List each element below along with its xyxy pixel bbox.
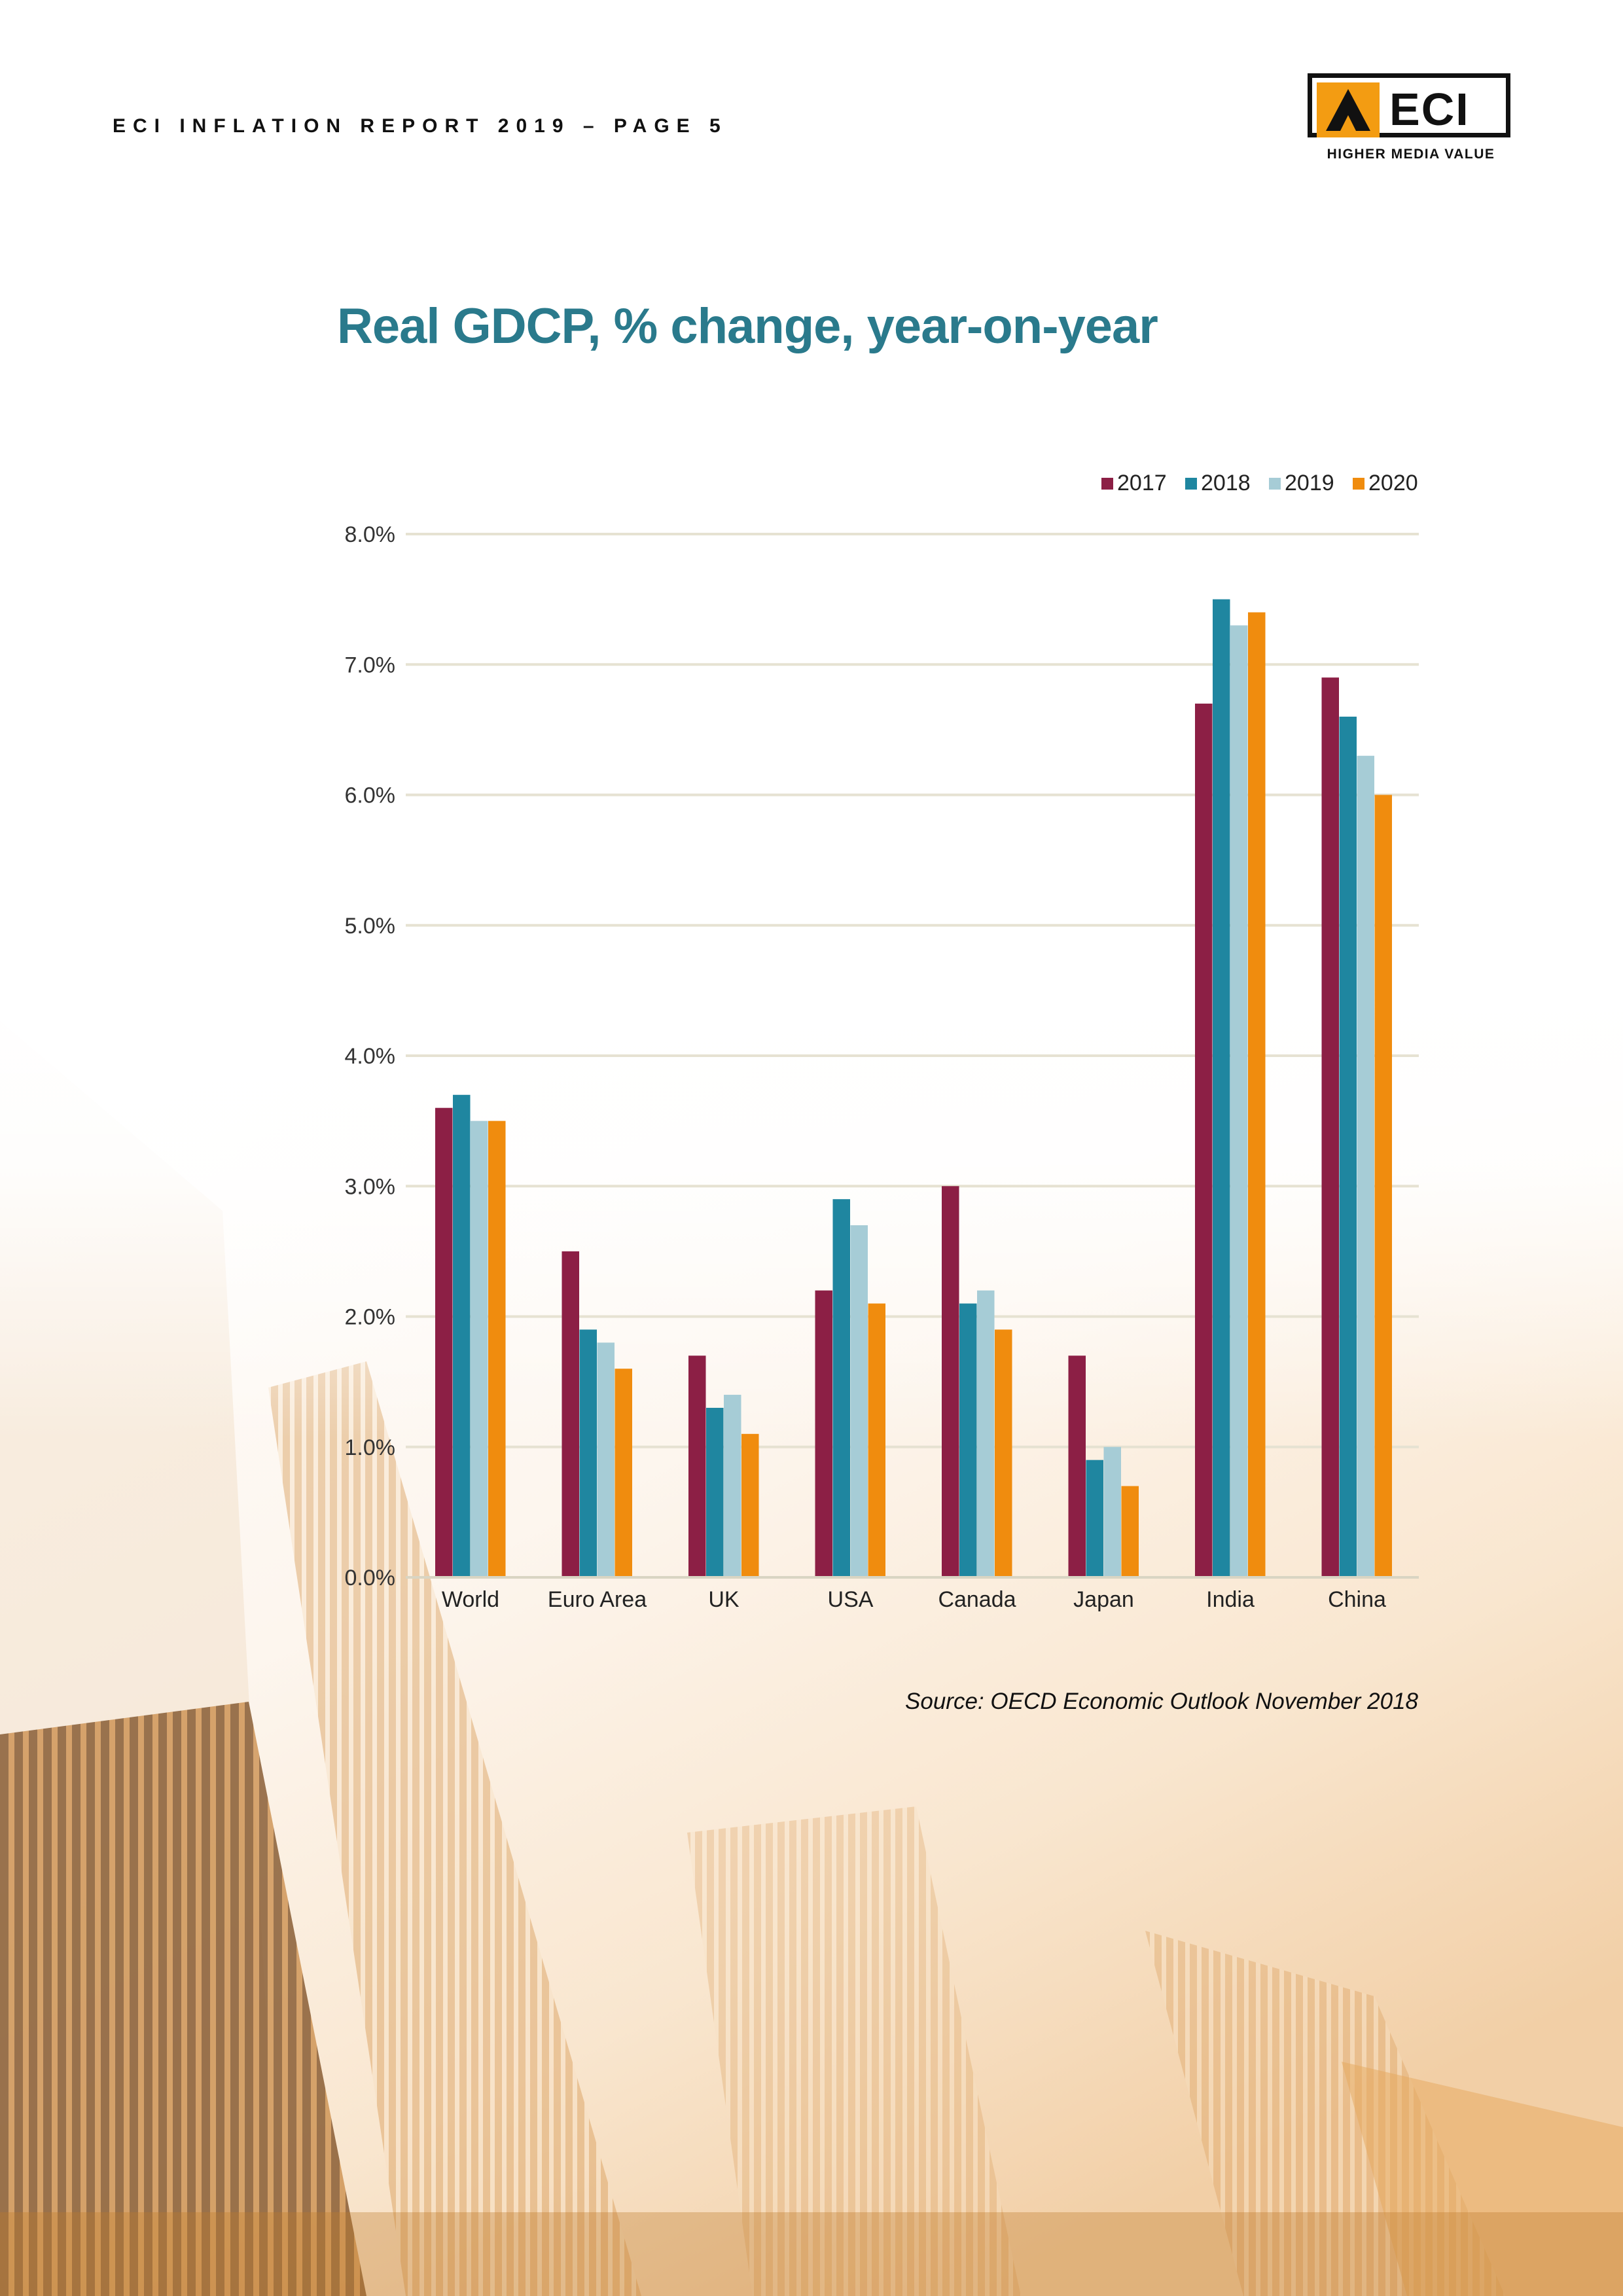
logo-tagline: HIGHER MEDIA VALUE xyxy=(1327,147,1495,162)
x-tick-label: Japan xyxy=(1073,1587,1134,1612)
chart-title: Real GDCP, % change, year-on-year xyxy=(337,298,1158,354)
bar-2017 xyxy=(562,1251,579,1577)
bar-2019 xyxy=(1103,1446,1121,1577)
bar-2017 xyxy=(815,1290,832,1577)
bar-2020 xyxy=(995,1329,1012,1577)
x-tick-label: India xyxy=(1206,1587,1255,1612)
source-note: Source: OECD Economic Outlook November 2… xyxy=(905,1689,1418,1714)
bar-2019 xyxy=(850,1225,868,1577)
bar-2019 xyxy=(977,1290,995,1577)
y-tick-label: 5.0% xyxy=(345,914,396,939)
bar-2020 xyxy=(488,1121,506,1577)
logo-arrow-icon xyxy=(1317,82,1380,137)
legend-label-2017: 2017 xyxy=(1117,471,1167,495)
bar-2018 xyxy=(579,1329,597,1577)
y-tick-label: 1.0% xyxy=(345,1435,396,1460)
bar-2017 xyxy=(688,1355,706,1577)
bar-2020 xyxy=(615,1369,632,1577)
legend-label-2019: 2019 xyxy=(1285,471,1334,495)
bar-2019 xyxy=(724,1395,741,1577)
x-tick-label: China xyxy=(1328,1587,1386,1612)
bar-2017 xyxy=(942,1186,959,1577)
bar-2018 xyxy=(1339,716,1357,1577)
bar-2020 xyxy=(1248,612,1266,1577)
bar-2017 xyxy=(1321,677,1339,1577)
bar-2020 xyxy=(741,1433,759,1577)
legend-label-2020: 2020 xyxy=(1368,471,1418,495)
x-tick-label: USA xyxy=(828,1587,874,1612)
x-tick-label: World xyxy=(442,1587,499,1612)
legend-swatch-2020 xyxy=(1353,478,1364,490)
bar-2019 xyxy=(1230,625,1248,1577)
bar-2017 xyxy=(1195,704,1213,1577)
logo-frame: ECI xyxy=(1308,73,1510,137)
legend-swatch-2017 xyxy=(1101,478,1113,490)
bar-2018 xyxy=(1086,1460,1103,1577)
legend-label-2018: 2018 xyxy=(1201,471,1251,495)
bar-2017 xyxy=(1068,1355,1086,1577)
logo-wordmark: ECI xyxy=(1389,84,1470,135)
bar-2018 xyxy=(832,1199,850,1577)
x-tick-label: Canada xyxy=(938,1587,1016,1612)
bar-2017 xyxy=(435,1107,453,1577)
bar-2018 xyxy=(453,1094,471,1577)
legend-swatch-2019 xyxy=(1269,478,1281,490)
bar-2018 xyxy=(1213,599,1230,1577)
y-tick-label: 7.0% xyxy=(345,653,396,677)
bar-2019 xyxy=(1357,755,1374,1577)
bar-2020 xyxy=(868,1303,885,1577)
y-tick-label: 4.0% xyxy=(345,1044,396,1069)
bar-2020 xyxy=(1121,1486,1139,1577)
y-tick-label: 2.0% xyxy=(345,1305,396,1330)
bar-2019 xyxy=(597,1342,615,1577)
y-tick-label: 6.0% xyxy=(345,783,396,808)
y-tick-label: 3.0% xyxy=(345,1174,396,1199)
report-header: ECI INFLATION REPORT 2019 – PAGE 5 xyxy=(113,115,728,137)
legend-swatch-2018 xyxy=(1185,478,1197,490)
x-tick-label: Euro Area xyxy=(548,1587,647,1612)
eci-logo: ECI HIGHER MEDIA VALUE xyxy=(1308,73,1514,166)
y-tick-label: 8.0% xyxy=(345,522,396,547)
bar-2018 xyxy=(706,1407,724,1577)
bar-2020 xyxy=(1374,795,1392,1577)
bar-2018 xyxy=(959,1303,977,1577)
y-tick-label: 0.0% xyxy=(345,1566,396,1590)
bar-2019 xyxy=(471,1121,488,1577)
x-tick-label: UK xyxy=(708,1587,740,1612)
